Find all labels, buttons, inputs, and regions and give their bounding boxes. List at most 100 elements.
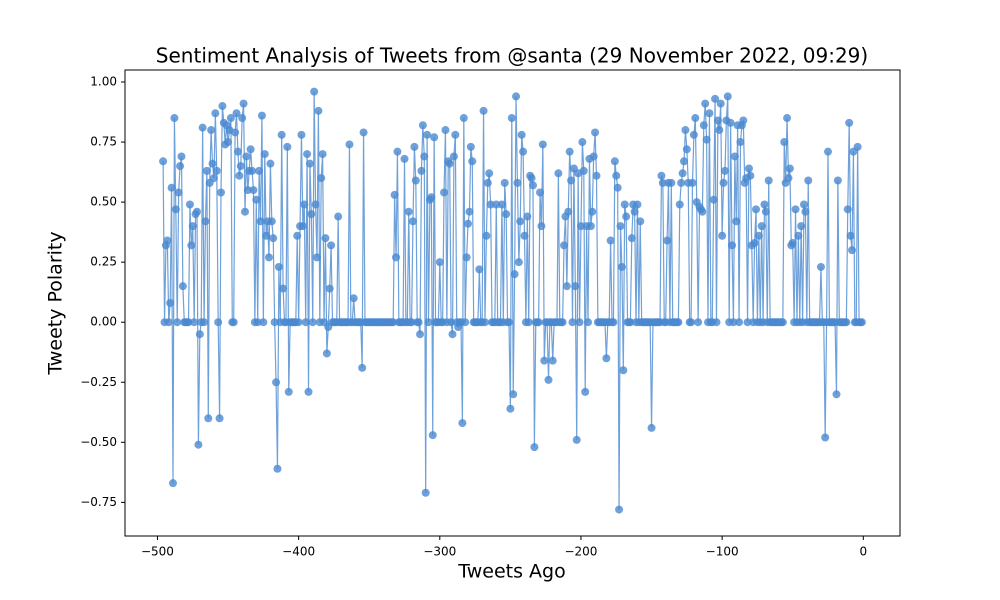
data-point	[480, 318, 489, 327]
data-point	[449, 152, 458, 161]
data-point	[325, 284, 334, 293]
data-point	[428, 431, 437, 440]
data-point	[857, 318, 866, 327]
data-point	[713, 116, 722, 125]
data-point	[723, 92, 732, 101]
data-point	[266, 159, 275, 168]
data-point	[311, 200, 320, 209]
data-point	[537, 222, 546, 231]
data-point	[524, 318, 533, 327]
data-point	[298, 222, 307, 231]
data-point	[783, 114, 792, 123]
data-point	[248, 166, 257, 175]
data-point	[249, 186, 258, 195]
data-point	[612, 171, 621, 180]
data-point	[305, 159, 314, 168]
data-point	[726, 118, 735, 127]
data-point	[358, 363, 367, 372]
data-point	[308, 318, 317, 327]
data-point	[408, 217, 417, 226]
data-point	[718, 231, 727, 240]
data-point	[682, 145, 691, 154]
data-point	[226, 114, 235, 123]
data-point	[486, 200, 495, 209]
data-point	[581, 387, 590, 396]
data-point	[715, 126, 724, 135]
data-point	[301, 318, 310, 327]
y-tick-label: −0.25	[80, 375, 117, 389]
data-point	[208, 159, 217, 168]
data-point	[235, 171, 244, 180]
data-point	[194, 440, 203, 449]
data-point	[198, 123, 207, 132]
data-point	[688, 178, 697, 187]
data-point	[267, 217, 276, 226]
data-point	[159, 157, 168, 166]
data-point	[173, 318, 182, 327]
data-point	[507, 114, 516, 123]
data-point	[584, 318, 593, 327]
data-point	[200, 318, 209, 327]
data-point	[218, 102, 227, 111]
y-tick-label: 0.00	[90, 315, 117, 329]
data-point	[201, 217, 210, 226]
data-point	[617, 262, 626, 271]
data-point	[416, 330, 425, 339]
x-tick-label: −400	[282, 545, 315, 559]
data-point	[743, 318, 752, 327]
data-point	[211, 109, 220, 118]
y-tick-label: 0.75	[90, 135, 117, 149]
data-point	[184, 318, 193, 327]
data-point	[504, 318, 513, 327]
data-point	[389, 318, 398, 327]
data-point	[236, 162, 245, 171]
y-tick-label: 1.00	[90, 75, 117, 89]
data-point	[462, 253, 471, 262]
data-point	[667, 178, 676, 187]
data-point	[567, 176, 576, 185]
data-point	[619, 366, 628, 375]
data-point	[458, 419, 467, 428]
data-point	[691, 114, 700, 123]
data-point	[502, 210, 511, 219]
data-point	[215, 414, 224, 423]
data-point	[579, 166, 588, 175]
data-point	[816, 262, 825, 271]
data-point	[506, 404, 515, 413]
data-point	[163, 236, 172, 245]
data-point	[729, 318, 738, 327]
data-point	[711, 94, 720, 103]
data-point	[627, 234, 636, 243]
data-point	[843, 205, 852, 214]
data-point	[523, 212, 532, 221]
data-point	[540, 356, 549, 365]
data-point	[687, 318, 696, 327]
data-point	[255, 166, 264, 175]
data-point	[702, 135, 711, 144]
data-point	[400, 154, 409, 163]
data-point	[528, 181, 537, 190]
data-point	[750, 238, 759, 247]
data-point	[171, 205, 180, 214]
y-tick-label: −0.50	[80, 435, 117, 449]
data-point	[294, 318, 303, 327]
data-point	[283, 142, 292, 151]
data-point	[591, 128, 600, 137]
data-point	[264, 253, 273, 262]
data-point	[410, 142, 419, 151]
data-point	[461, 318, 470, 327]
data-point	[761, 207, 770, 216]
data-point	[514, 258, 523, 267]
data-point	[705, 109, 714, 118]
data-point	[778, 318, 787, 327]
data-point	[709, 195, 718, 204]
data-point	[465, 207, 474, 216]
data-point	[534, 318, 543, 327]
data-point	[479, 106, 488, 115]
data-point	[689, 130, 698, 139]
data-point	[243, 186, 252, 195]
data-point	[699, 121, 708, 130]
data-point	[674, 318, 683, 327]
data-point	[832, 390, 841, 399]
data-point	[483, 178, 492, 187]
